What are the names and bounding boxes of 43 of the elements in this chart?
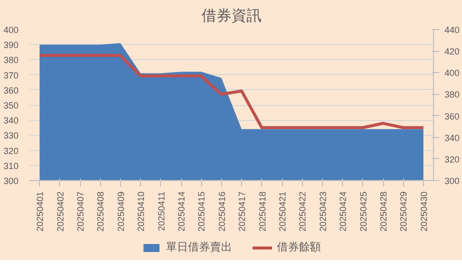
y2-tick-label: 340	[444, 132, 460, 143]
y2-tick-label: 360	[444, 111, 460, 122]
x-tick-label: 20250424	[338, 191, 348, 232]
y-tick-label: 360	[3, 85, 19, 96]
legend-label: 單日借券賣出	[166, 240, 232, 254]
y-tick-label: 330	[3, 130, 19, 141]
y2-tick-label: 420	[444, 46, 460, 57]
line-series	[38, 54, 425, 130]
y-tick-label: 400	[3, 25, 19, 35]
x-tick-label: 20250415	[196, 191, 207, 232]
x-tick-label: 20250422	[298, 191, 308, 232]
x-tick-label: 20250411	[156, 192, 166, 231]
x-tick-label: 20250407	[76, 191, 86, 232]
y-tick-label: 350	[3, 100, 19, 110]
x-tick-label: 20250402	[55, 191, 66, 232]
y-tick-label: 320	[3, 146, 19, 156]
x-tick-label: 20250408	[96, 191, 106, 232]
y2-tick-label: 320	[444, 154, 460, 164]
x-tick-label: 20250409	[116, 191, 126, 232]
legend-label: 借券餘額	[277, 240, 321, 254]
x-tick-label: 20250401	[35, 191, 46, 232]
x-tick-label: 20250430	[418, 191, 429, 232]
y-tick-label: 300	[3, 176, 19, 186]
x-tick-label: 20250416	[216, 191, 227, 232]
x-tick-label: 20250423	[318, 191, 328, 232]
x-tick-label: 20250410	[136, 191, 146, 232]
x-tick-label: 20250425	[358, 191, 368, 232]
y2-tick-label: 440	[444, 25, 460, 35]
y-tick-label: 380	[3, 55, 19, 66]
y-tick-label: 310	[3, 160, 19, 171]
chart-title: 借券資訊	[202, 8, 262, 24]
x-tick-label: 20250418	[257, 191, 268, 232]
y2-tick-label: 300	[444, 176, 460, 186]
x-tick-label: 20250428	[378, 191, 388, 232]
x-tick-label: 20250414	[176, 191, 186, 232]
x-tick-label: 20250421	[278, 191, 288, 232]
y-tick-label: 370	[3, 70, 19, 80]
y-tick-label: 390	[3, 40, 19, 50]
x-tick-label: 20250429	[398, 191, 409, 232]
x-tick-label: 20250417	[237, 191, 248, 232]
y2-tick-label: 380	[444, 90, 460, 100]
y-tick-label: 340	[3, 116, 19, 126]
y2-tick-label: 400	[444, 68, 460, 78]
